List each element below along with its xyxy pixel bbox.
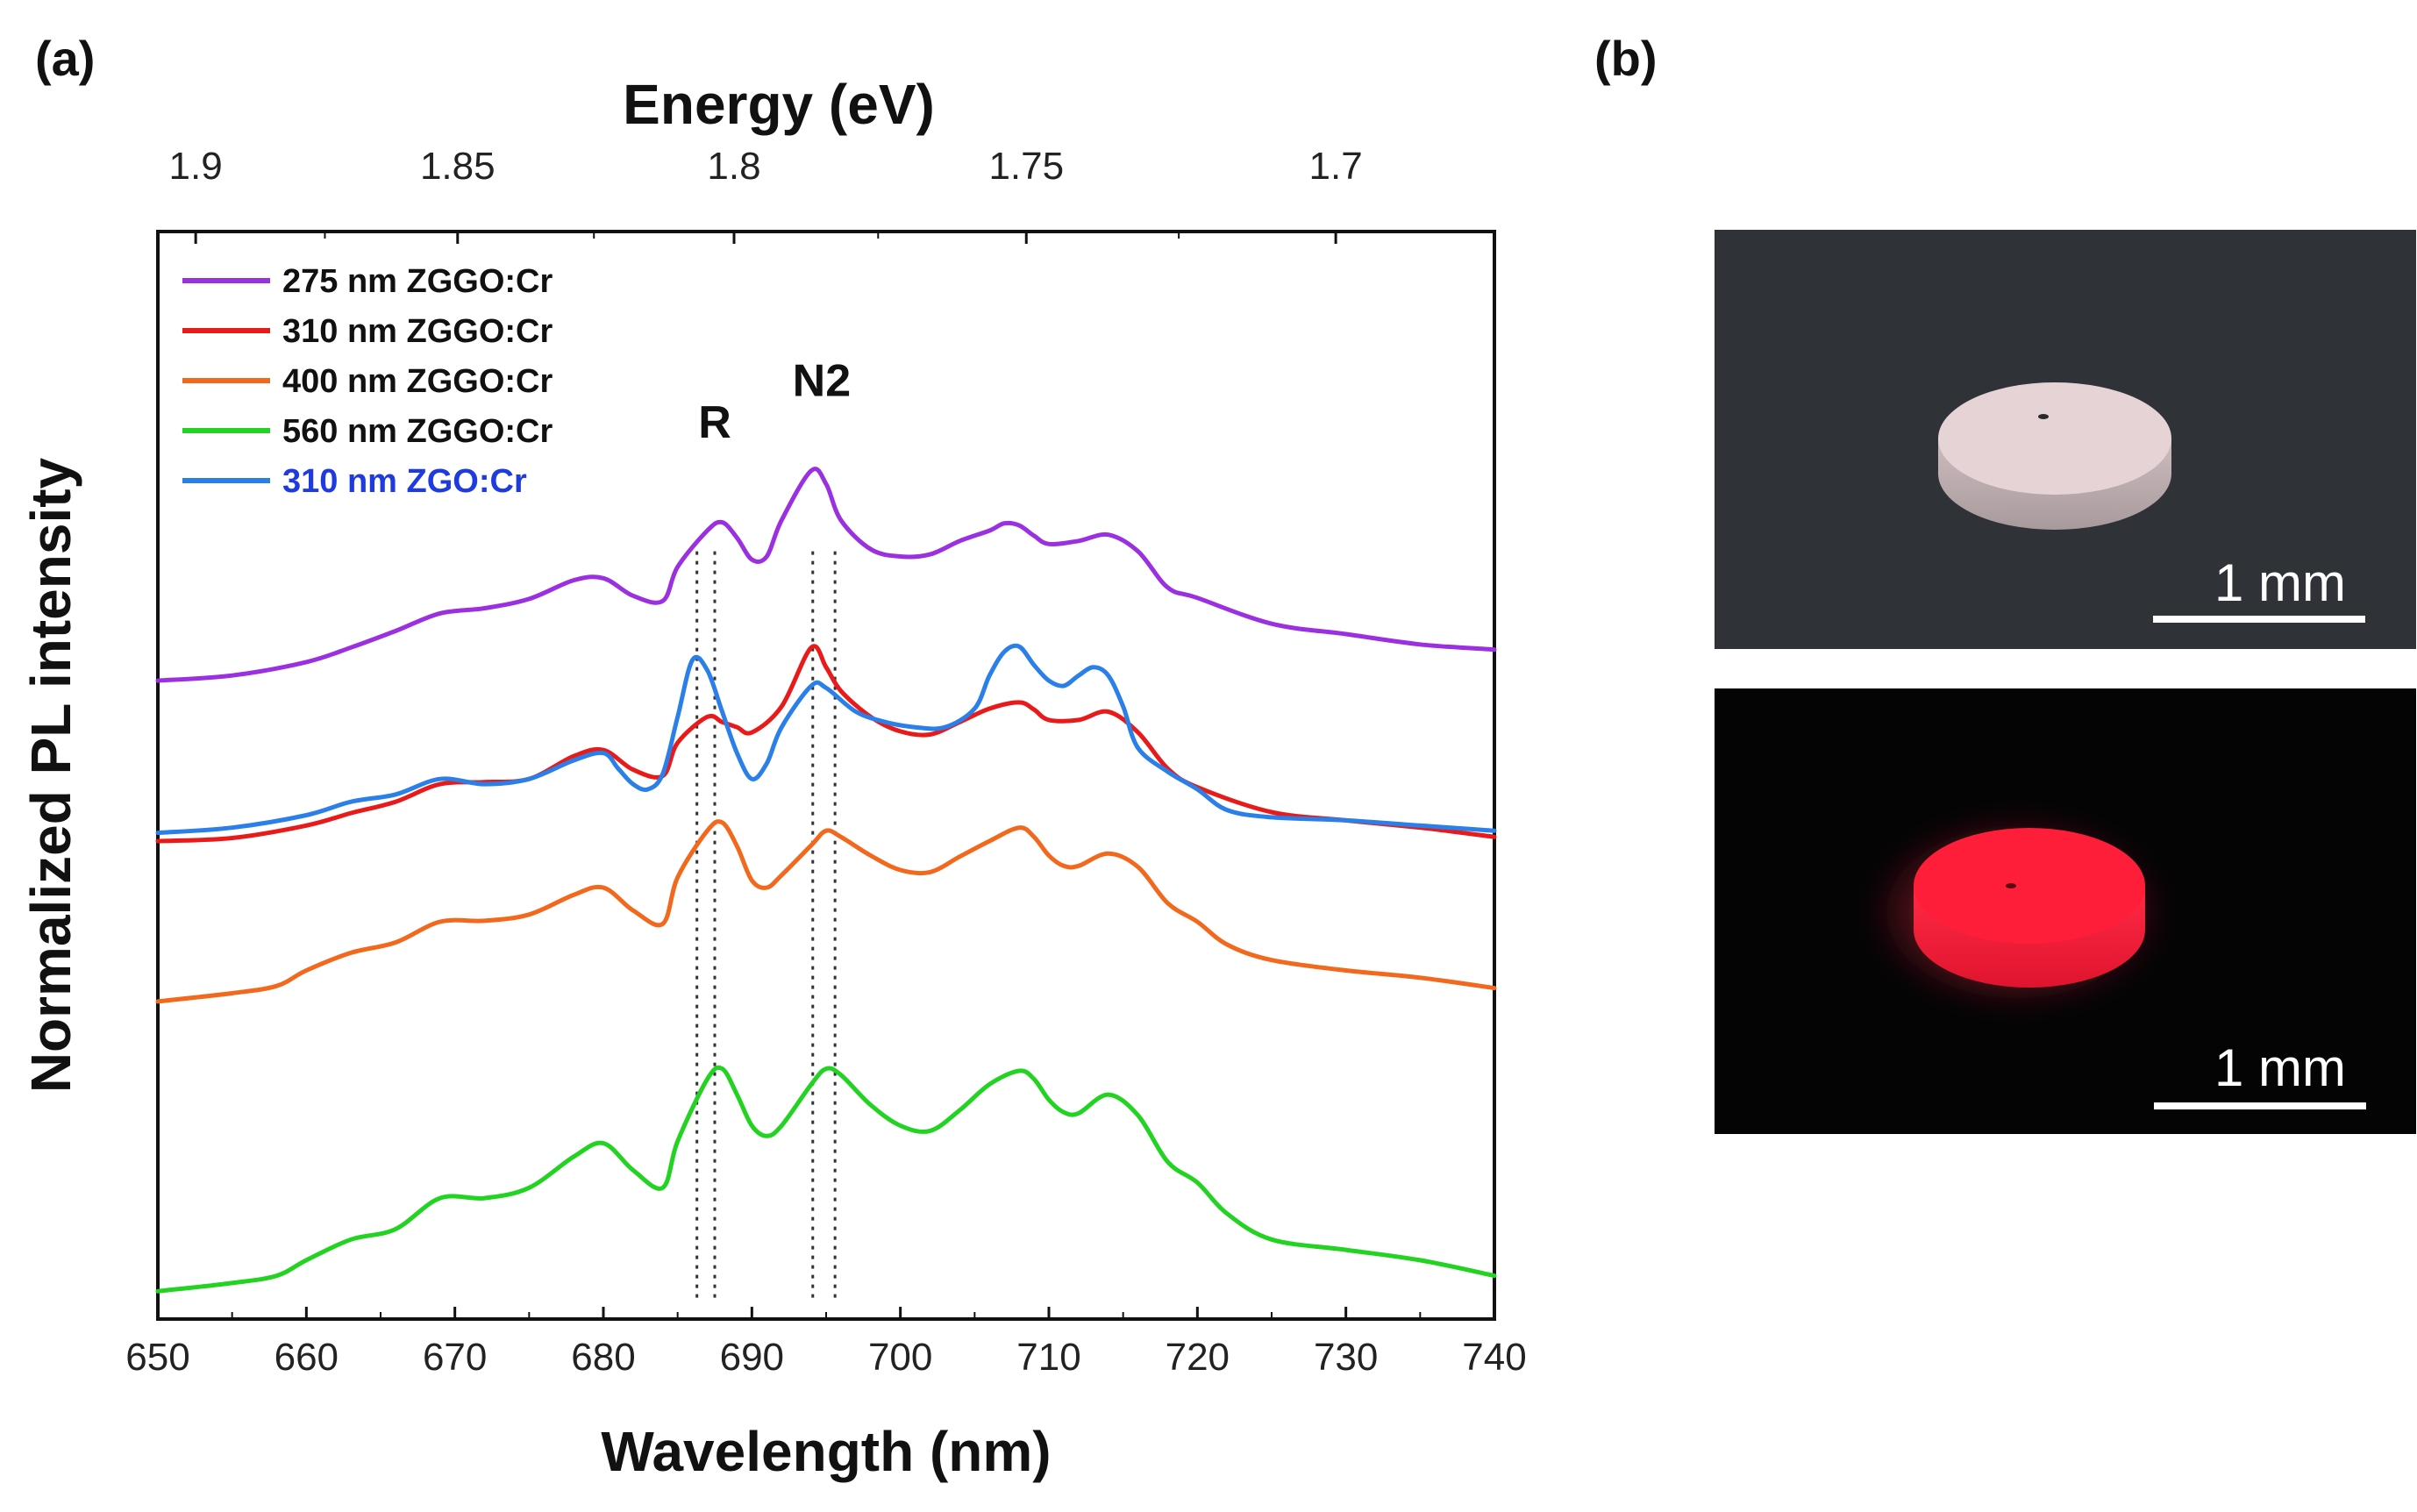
legend-label: 560 nm ZGGO:Cr: [282, 413, 553, 450]
top-tick-label: 1.75: [988, 145, 1064, 188]
x-tick-label: 700: [868, 1336, 932, 1379]
peak-label: R: [698, 397, 731, 448]
pl-spectrum-chart: 650 660 670 680 690 700 710 720 730 740 1.9 1.85 1.8…: [19, 73, 1527, 1483]
x-tick-label: 720: [1166, 1336, 1230, 1379]
series-line-275-nm-zggo-cr: [155, 467, 1497, 683]
series-layer: [155, 467, 1497, 1294]
x-tick-label: 740: [1462, 1336, 1526, 1379]
x-tick-label: 680: [571, 1336, 635, 1379]
scale-bar-top: [2153, 616, 2365, 623]
x-tick-label: 660: [274, 1336, 339, 1379]
white-disk-hole: [2038, 414, 2049, 419]
peak-labels: R N2: [698, 356, 851, 448]
top-tick-label: 1.8: [707, 145, 760, 188]
white-disk-sample: [1938, 382, 2171, 530]
white-disk-top: [1938, 382, 2171, 495]
scale-label-top: 1 mm: [2214, 553, 2346, 612]
top-tick-label: 1.7: [1309, 145, 1363, 188]
legend: 275 nm ZGGO:Cr 310 nm ZGGO:Cr 400 nm ZGGO:…: [182, 263, 553, 500]
panel-label-b: (b): [1594, 31, 1658, 86]
top-axis-title: Energy (eV): [623, 73, 935, 136]
photo-bottom: 1 mm: [1715, 688, 2416, 1134]
series-line-310-nm-zgo-cr: [155, 643, 1497, 836]
legend-label: 310 nm ZGO:Cr: [282, 463, 527, 500]
y-axis-title: Normalized PL intensity: [19, 457, 82, 1093]
red-disk-top: [1914, 828, 2145, 944]
legend-label: 310 nm ZGGO:Cr: [282, 313, 553, 350]
peak-label: N2: [793, 356, 851, 407]
x-tick-label: 670: [423, 1336, 487, 1379]
x-axis-title: Wavelength (nm): [601, 1420, 1051, 1483]
red-disk-hole: [2006, 883, 2016, 888]
x-tick-label: 710: [1016, 1336, 1080, 1379]
top-tick-label: 1.9: [169, 145, 223, 188]
panel-label-a: (a): [35, 31, 95, 86]
top-tick-label: 1.85: [420, 145, 496, 188]
legend-label: 400 nm ZGGO:Cr: [282, 363, 553, 400]
series-line-560-nm-zggo-cr: [155, 1065, 1497, 1294]
x-tick-label: 730: [1314, 1336, 1378, 1379]
series-line-400-nm-zggo-cr: [155, 819, 1497, 1004]
series-line-310-nm-zggo-cr: [155, 644, 1497, 844]
x-tick-label: 650: [125, 1336, 189, 1379]
x-tick-label: 690: [720, 1336, 784, 1379]
axis-ticks: 650 660 670 680 690 700 710 720 730 740 1.9 1.85 1.8…: [125, 145, 1526, 1379]
peak-guide-lines: [695, 551, 837, 1300]
scale-bar-bottom: [2154, 1102, 2366, 1109]
legend-label: 275 nm ZGGO:Cr: [282, 263, 553, 300]
photo-top: 1 mm: [1715, 230, 2416, 649]
red-disk-sample: [1914, 828, 2145, 988]
scale-label-bottom: 1 mm: [2214, 1038, 2346, 1097]
